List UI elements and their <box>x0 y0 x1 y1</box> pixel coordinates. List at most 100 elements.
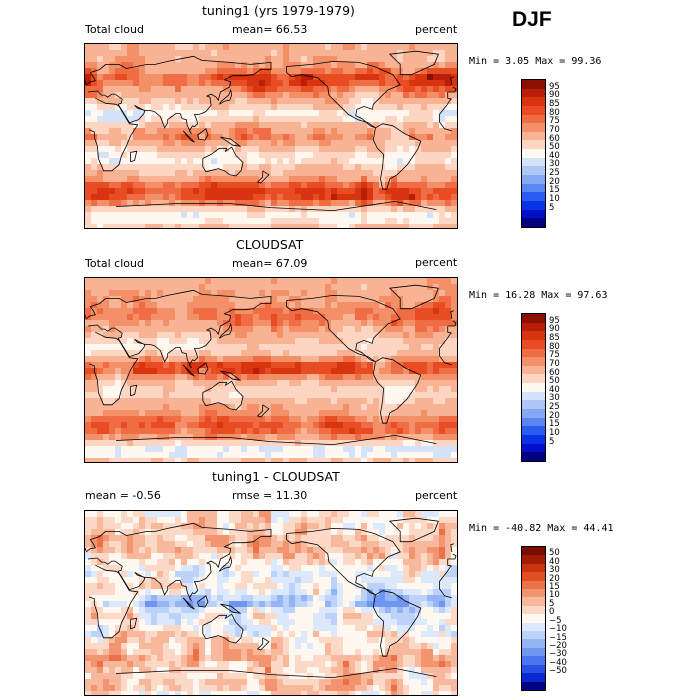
field-cell <box>223 374 230 381</box>
field-cell <box>289 104 296 111</box>
field-cell <box>319 290 326 297</box>
field-cell <box>325 104 332 111</box>
field-cell <box>115 440 122 447</box>
field-cell <box>151 194 158 201</box>
field-cell <box>403 314 410 321</box>
field-cell <box>361 98 368 105</box>
field-cell <box>277 200 284 207</box>
field-cell <box>415 583 422 590</box>
field-cell <box>127 68 134 75</box>
field-cell <box>223 116 230 123</box>
field-cell <box>115 56 122 63</box>
field-cell <box>295 380 302 387</box>
field-cell <box>121 607 128 614</box>
field-cell <box>181 188 188 195</box>
field-cell <box>169 541 176 548</box>
field-cell <box>283 224 290 228</box>
field-cell <box>229 458 236 462</box>
field-cell <box>187 541 194 548</box>
field-cell <box>307 565 314 572</box>
field-cell <box>187 356 194 363</box>
field-cell <box>229 68 236 75</box>
field-cell <box>361 428 368 435</box>
field-cell <box>331 92 338 99</box>
field-cell <box>361 128 368 135</box>
field-cell <box>259 56 266 63</box>
field-cell <box>85 224 92 228</box>
field-cell <box>121 434 128 441</box>
field-cell <box>451 284 457 291</box>
field-cell <box>145 188 152 195</box>
field-cell <box>115 284 122 291</box>
field-cell <box>271 314 278 321</box>
field-cell <box>409 356 416 363</box>
field-cell <box>265 50 272 57</box>
field-cell <box>151 434 158 441</box>
field-cell <box>133 56 140 63</box>
field-cell <box>217 440 224 447</box>
field-cell <box>241 86 248 93</box>
coastline <box>85 76 455 85</box>
field-cell <box>121 452 128 459</box>
field-cell <box>115 541 122 548</box>
field-cell <box>397 158 404 165</box>
field-cell <box>127 362 134 369</box>
field-cell <box>391 218 398 225</box>
colorbar-swatch <box>522 339 545 349</box>
field-cell <box>355 146 362 153</box>
field-cell <box>187 218 194 225</box>
field-cell <box>445 164 452 171</box>
field-cell <box>157 565 164 572</box>
field-cell <box>379 284 386 291</box>
field-cell <box>97 80 104 87</box>
field-cell <box>271 374 278 381</box>
field-cell <box>427 278 434 285</box>
field-cell <box>169 565 176 572</box>
field-cell <box>145 308 152 315</box>
field-cell <box>199 224 206 228</box>
field-cell <box>445 104 452 111</box>
field-cell <box>199 278 206 285</box>
field-cell <box>307 80 314 87</box>
field-cell <box>115 116 122 123</box>
field-cell <box>241 224 248 228</box>
field-cell <box>139 410 146 417</box>
field-cell <box>163 44 170 51</box>
field-cell <box>205 535 212 542</box>
field-cell <box>175 80 182 87</box>
field-cell <box>193 146 200 153</box>
field-cell <box>145 92 152 99</box>
field-cell <box>295 374 302 381</box>
field-cell <box>325 152 332 159</box>
field-cell <box>91 571 98 578</box>
field-cell <box>211 356 218 363</box>
field-cell <box>331 170 338 177</box>
field-cell <box>433 314 440 321</box>
field-cell <box>331 362 338 369</box>
field-cell <box>409 218 416 225</box>
field-cell <box>127 170 134 177</box>
field-cell <box>337 541 344 548</box>
field-cell <box>385 458 392 462</box>
field-cell <box>85 332 92 339</box>
field-cell <box>223 446 230 453</box>
field-cell <box>247 206 254 213</box>
field-cell <box>217 194 224 201</box>
field-cell <box>133 188 140 195</box>
field-cell <box>199 416 206 423</box>
field-cell <box>343 212 350 219</box>
field-cell <box>451 583 457 590</box>
field-cell <box>385 571 392 578</box>
field-cell <box>121 338 128 345</box>
field-cell <box>373 212 380 219</box>
colorbar-tick-label: 70 <box>549 124 560 135</box>
field-cell <box>391 362 398 369</box>
field-cell <box>403 302 410 309</box>
field-cell <box>331 128 338 135</box>
field-cell <box>307 559 314 566</box>
field-cell <box>163 362 170 369</box>
field-cell <box>181 92 188 99</box>
field-cell <box>139 362 146 369</box>
field-cell <box>265 164 272 171</box>
colorbar-swatch <box>522 314 545 323</box>
